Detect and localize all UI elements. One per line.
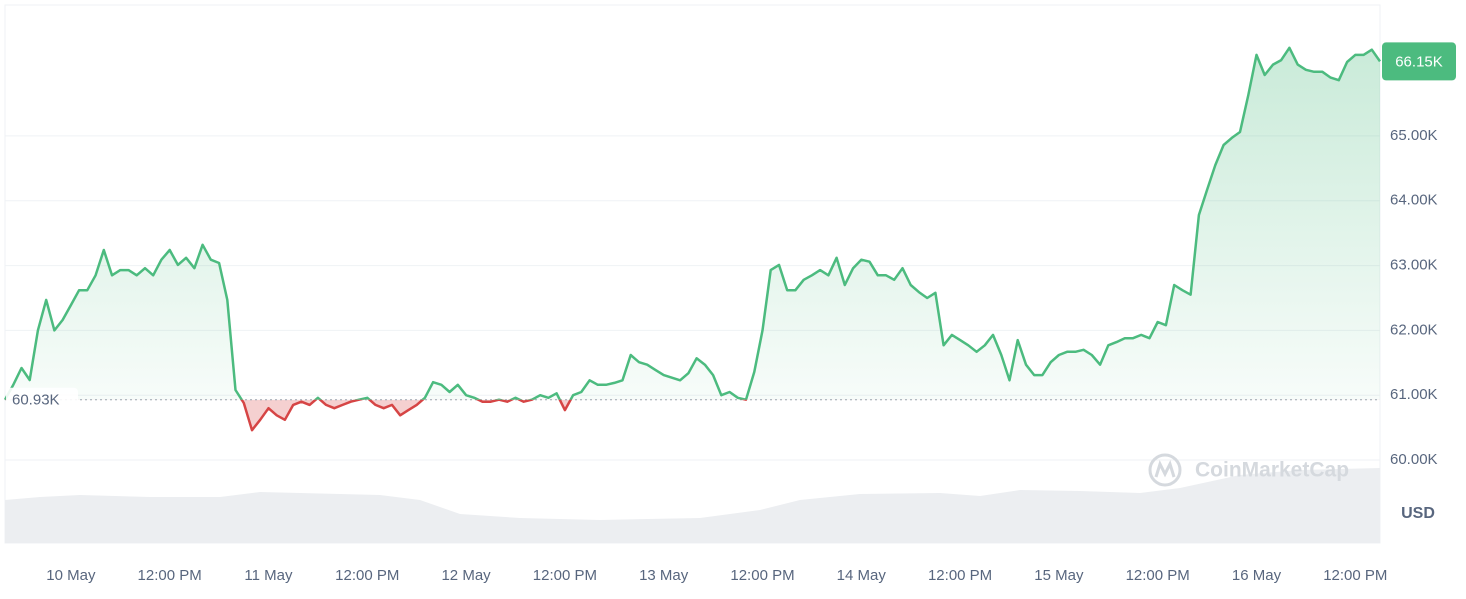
x-tick-label: 13 May bbox=[639, 567, 689, 584]
x-tick-label: 15 May bbox=[1034, 567, 1084, 584]
currency-label: USD bbox=[1401, 505, 1435, 522]
y-tick-label: 60.00K bbox=[1390, 451, 1438, 468]
x-tick-label: 12:00 PM bbox=[928, 567, 992, 584]
volume-area bbox=[5, 468, 1380, 543]
y-tick-label: 65.00K bbox=[1390, 127, 1438, 144]
x-tick-label: 12 May bbox=[441, 567, 491, 584]
area-above bbox=[5, 47, 1380, 400]
y-tick-label: 64.00K bbox=[1390, 192, 1438, 209]
watermark-text: CoinMarketCap bbox=[1195, 459, 1349, 482]
baseline-label-bg bbox=[6, 387, 78, 412]
x-tick-label: 12:00 PM bbox=[138, 567, 202, 584]
last-price-badge bbox=[1382, 42, 1456, 81]
x-tick-label: 12:00 PM bbox=[335, 567, 399, 584]
x-tick-label: 11 May bbox=[244, 567, 293, 584]
y-tick-label: 63.00K bbox=[1390, 257, 1438, 274]
baseline-label: 60.93K bbox=[12, 392, 60, 409]
price-line-up bbox=[3, 46, 1382, 400]
y-tick-label: 62.00K bbox=[1390, 321, 1438, 338]
watermark: CoinMarketCap bbox=[1148, 453, 1349, 487]
x-tick-label: 16 May bbox=[1232, 567, 1282, 584]
x-tick-label: 12:00 PM bbox=[1126, 567, 1190, 584]
x-tick-label: 12:00 PM bbox=[1323, 567, 1387, 584]
last-price-label: 66.15K bbox=[1395, 53, 1443, 70]
x-tick-label: 12:00 PM bbox=[533, 567, 597, 584]
x-tick-label: 12:00 PM bbox=[730, 567, 794, 584]
y-tick-label: 61.00K bbox=[1390, 386, 1438, 403]
x-tick-label: 10 May bbox=[46, 567, 96, 584]
x-tick-label: 14 May bbox=[837, 567, 887, 584]
area-below bbox=[241, 399, 571, 431]
